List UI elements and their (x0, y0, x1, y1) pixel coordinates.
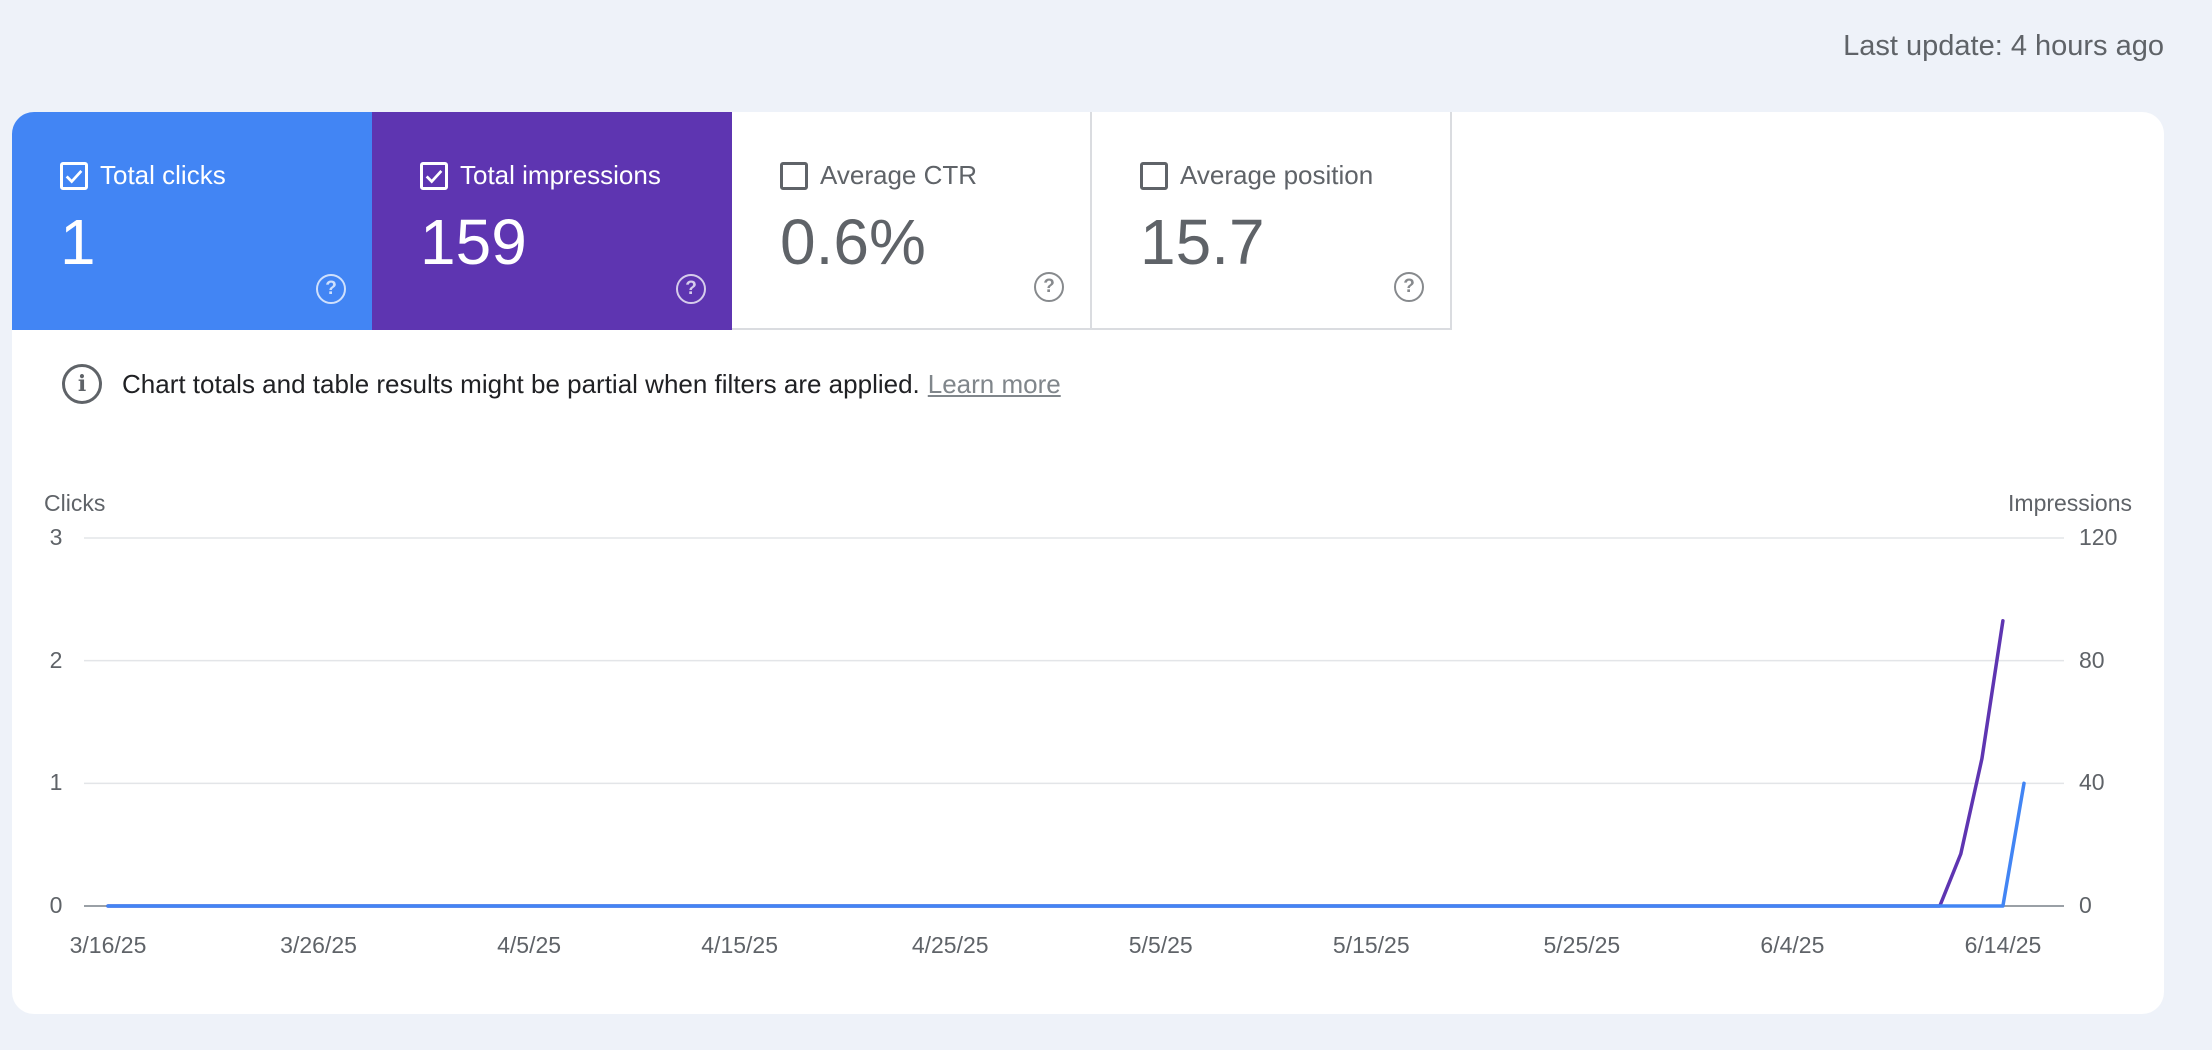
x-tick-label: 6/14/25 (1964, 932, 2042, 958)
learn-more-link[interactable]: Learn more (927, 368, 1061, 399)
help-icon[interactable]: ? (1034, 272, 1064, 302)
x-tick-label: 5/5/25 (1128, 932, 1193, 958)
right-tick-label: 80 (2079, 646, 2105, 673)
series-line-total-clicks (106, 781, 2026, 908)
help-icon[interactable]: ? (676, 274, 706, 304)
info-banner: i Chart totals and table results might b… (62, 364, 1061, 404)
metric-tabs: Total clicks 1 ? Total impressions 159 ?… (12, 112, 1452, 330)
metric-total-clicks[interactable]: Total clicks 1 ? (12, 112, 372, 330)
x-tick-label: 4/15/25 (701, 932, 779, 958)
x-tick-label: 5/25/25 (1543, 932, 1621, 958)
metric-value: 15.7 (1140, 206, 1265, 278)
checkbox-icon[interactable] (780, 162, 808, 190)
right-tick-label: 120 (2079, 524, 2118, 550)
metric-value: 159 (420, 206, 527, 278)
help-icon[interactable]: ? (316, 274, 346, 304)
checkbox-icon[interactable] (420, 162, 448, 190)
x-tick-label: 4/5/25 (497, 932, 562, 958)
metric-value: 1 (60, 206, 96, 278)
metric-value: 0.6% (780, 206, 926, 278)
right-tick-label: 40 (2079, 769, 2105, 796)
right-tick-label: 0 (2079, 892, 2092, 918)
series-line-total-impressions (106, 619, 2005, 908)
last-update-text: Last update: 4 hours ago (1843, 30, 2164, 62)
x-tick-label: 4/25/25 (911, 932, 989, 958)
metric-total-impressions[interactable]: Total impressions 159 ? (372, 112, 732, 330)
right-axis-title: Impressions (2008, 490, 2132, 516)
help-icon[interactable]: ? (1394, 272, 1424, 302)
performance-chart (84, 537, 2064, 908)
metric-label: Average CTR (820, 160, 978, 190)
metric-label: Total clicks (100, 160, 226, 190)
info-icon: i (62, 364, 102, 404)
metric-label: Total impressions (460, 160, 661, 190)
left-tick-label: 0 (49, 892, 63, 918)
checkbox-icon[interactable] (60, 162, 88, 190)
x-tick-label: 3/16/25 (69, 932, 147, 958)
x-tick-label: 3/26/25 (280, 932, 357, 958)
checkbox-icon[interactable] (1140, 162, 1168, 190)
left-tick-label: 1 (49, 769, 63, 796)
left-tick-label: 2 (49, 646, 63, 673)
performance-card: Total clicks 1 ? Total impressions 159 ?… (12, 112, 2164, 1014)
left-tick-label: 3 (49, 524, 63, 550)
left-axis-title: Clicks (44, 490, 106, 516)
info-text: Chart totals and table results might be … (122, 368, 920, 399)
x-tick-label: 6/4/25 (1760, 932, 1825, 958)
metric-label: Average position (1180, 160, 1374, 190)
metric-average-position[interactable]: Average position 15.7 ? (1092, 112, 1452, 330)
x-tick-label: 5/15/25 (1332, 932, 1410, 958)
metric-average-ctr[interactable]: Average CTR 0.6% ? (732, 112, 1092, 330)
